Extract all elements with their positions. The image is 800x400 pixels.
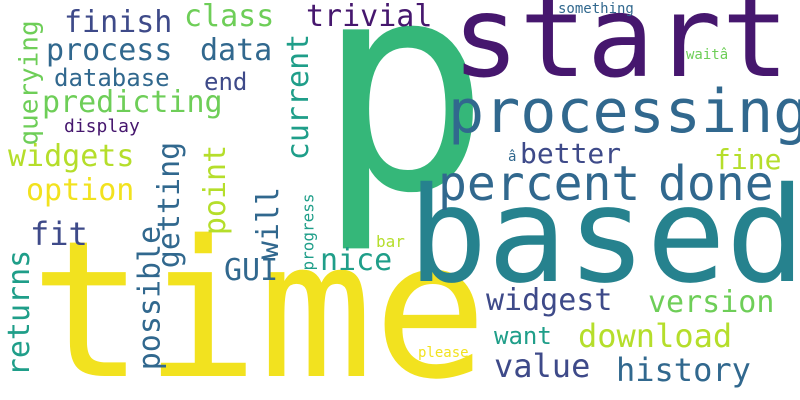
- word-wait: waitâ: [686, 47, 729, 63]
- word-nice: nice: [320, 243, 393, 278]
- word-current: current: [281, 33, 317, 161]
- word-fit: fit: [30, 215, 88, 253]
- word-better: better: [520, 137, 622, 170]
- word-point: point: [198, 144, 234, 236]
- word-bar: bar: [376, 232, 405, 251]
- word-GUI: GUI: [224, 253, 279, 288]
- word-data: data: [200, 33, 273, 68]
- word-value: value: [494, 347, 591, 385]
- word-history: history: [616, 351, 751, 389]
- word-based: based: [408, 159, 800, 313]
- word-predicting: predicting: [42, 85, 223, 120]
- word-option: option: [26, 173, 135, 208]
- word-a-hat: â: [508, 149, 517, 165]
- word-start: start: [452, 0, 790, 103]
- word-version: version: [648, 285, 775, 320]
- word-progress: progress: [298, 193, 318, 271]
- word-done: done: [658, 156, 774, 212]
- word-please: please: [418, 345, 469, 361]
- word-display: display: [64, 116, 140, 137]
- word-want: want: [494, 322, 552, 350]
- word-finish: finish: [64, 5, 173, 40]
- word-fine: fine: [714, 143, 782, 176]
- word-will: will: [251, 186, 287, 260]
- word-process: process: [46, 33, 173, 68]
- word-p: p: [316, 0, 491, 257]
- word-widgest: widgest: [486, 283, 613, 318]
- word-trivial: trivial: [306, 0, 433, 34]
- word-getting: getting: [152, 141, 188, 269]
- word-percent: percent: [438, 156, 641, 212]
- word-something: something: [558, 1, 634, 17]
- word-returns: returns: [2, 249, 38, 377]
- word-download: download: [578, 317, 733, 355]
- word-end: end: [204, 68, 248, 96]
- word-processing: processing: [448, 77, 800, 147]
- word-querying: querying: [14, 20, 45, 146]
- word-widgets: widgets: [8, 139, 135, 174]
- word-class: class: [184, 0, 275, 34]
- word-time: time: [30, 200, 488, 400]
- word-database: database: [54, 64, 170, 92]
